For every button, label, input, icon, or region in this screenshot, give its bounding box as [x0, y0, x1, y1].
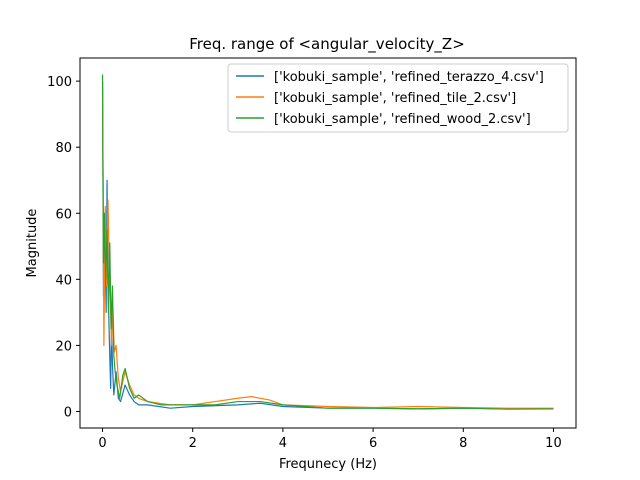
series-layer: [101, 74, 554, 410]
y-axis-label: Magnitude: [25, 209, 40, 278]
legend-label-0: ['kobuki_sample', 'refined_terazzo_4.csv…: [274, 70, 544, 85]
legend-label-2: ['kobuki_sample', 'refined_wood_2.csv']: [274, 112, 531, 127]
x-tick-label: 0: [98, 436, 106, 451]
legend-box: [227, 63, 569, 133]
x-tick-label: 6: [369, 436, 377, 451]
y-tick-label: 40: [55, 273, 72, 288]
x-axis-ticks: 0 2 4 6 8 10: [98, 428, 562, 451]
chart-title: Freq. range of <angular_velocity_Z>: [189, 35, 465, 54]
series-line-1: [101, 87, 554, 409]
y-tick-label: 60: [55, 207, 72, 222]
x-axis-label: Frequnecy (Hz): [279, 457, 377, 472]
y-tick-label: 80: [55, 141, 72, 156]
x-tick-label: 10: [545, 436, 562, 451]
series-line-2: [101, 74, 554, 410]
axes-frame: [79, 57, 577, 429]
x-tick-label: 4: [279, 436, 287, 451]
y-tick-label: 20: [55, 339, 72, 354]
x-tick-label: 2: [189, 436, 197, 451]
legend: ['kobuki_sample', 'refined_terazzo_4.csv…: [227, 63, 569, 133]
y-axis-ticks: 0 20 40 60 80 100: [47, 75, 80, 420]
y-tick-label: 100: [47, 75, 72, 90]
x-tick-label: 8: [459, 436, 467, 451]
y-tick-label: 0: [64, 405, 72, 420]
legend-label-1: ['kobuki_sample', 'refined_tile_2.csv']: [274, 91, 516, 106]
plot-area: 0 2 4 6 8 10 0 20 40 60 80 100: [47, 57, 577, 451]
